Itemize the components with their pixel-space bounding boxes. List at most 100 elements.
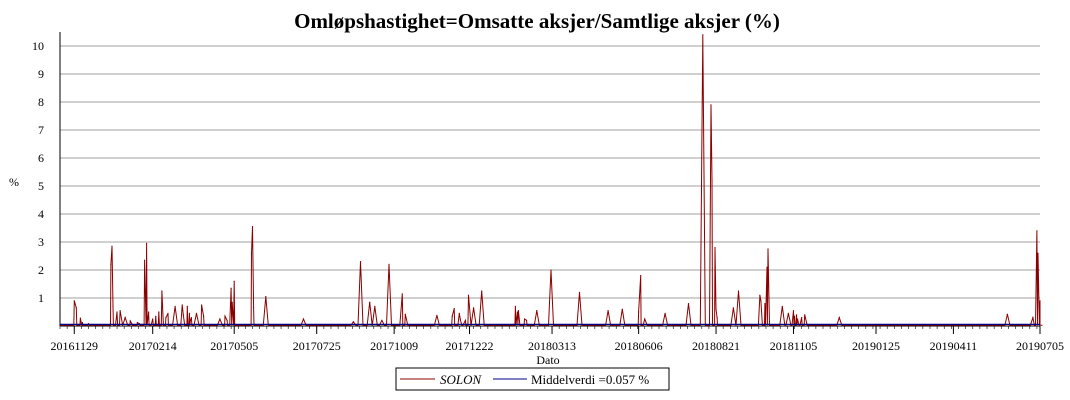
x-tick-label: 20171222 [446, 339, 494, 353]
data-point-solon [158, 311, 160, 313]
data-point-solon [195, 312, 198, 314]
y-tick-label: 9 [38, 67, 44, 81]
data-point-solon [1039, 300, 1041, 302]
data-point-solon [352, 321, 354, 323]
data-point-solon [702, 34, 704, 36]
data-point-solon [517, 310, 520, 312]
data-point-solon [155, 315, 157, 317]
data-point-solon [374, 305, 376, 307]
x-tick-label: 20180313 [528, 339, 576, 353]
legend-label-solon: SOLON [440, 372, 483, 387]
data-point-solon [838, 317, 840, 319]
data-point-solon [578, 291, 581, 293]
data-point-solon [129, 320, 131, 322]
x-tick-label: 20190411 [930, 339, 978, 353]
data-point-solon [124, 317, 126, 319]
data-point-solon [201, 304, 203, 306]
data-point-solon [714, 247, 716, 249]
data-point-solon [302, 318, 305, 320]
data-point-solon [732, 307, 734, 309]
data-point-solon [536, 310, 538, 312]
data-point-solon [764, 303, 766, 305]
series-line-solon [60, 34, 1043, 328]
data-point-solon [226, 319, 228, 321]
data-point-solon [458, 312, 460, 314]
data-point-solon [467, 294, 470, 296]
data-point-solon [112, 305, 114, 307]
data-point-solon [523, 318, 526, 320]
data-point-solon [1037, 252, 1039, 254]
data-point-solon [73, 300, 75, 302]
data-point-solon [111, 245, 113, 247]
data-point-solon [251, 226, 254, 228]
chart-title: Omløpshastighet=Omsatte aksjer/Samtlige … [294, 9, 780, 33]
x-tick-label: 20161129 [50, 339, 98, 353]
data-point-solon [760, 300, 762, 302]
data-point-solon [359, 261, 362, 263]
x-tick-label: 20170505 [210, 339, 258, 353]
data-point-solon [640, 275, 642, 277]
data-point-solon [182, 314, 184, 316]
data-point-solon [219, 318, 221, 320]
data-point-solon [119, 310, 121, 312]
data-point-solon [81, 322, 84, 324]
data-point-solon [644, 318, 646, 320]
data-point-solon [401, 293, 403, 295]
legend: SOLON Middelverdi =0.057 % [395, 367, 670, 391]
data-point-solon [514, 305, 516, 307]
data-point-solon [638, 311, 640, 313]
data-point-solon [230, 287, 232, 289]
data-point-solon [687, 303, 690, 305]
data-point-solon [716, 317, 718, 319]
data-point-solon [759, 294, 761, 296]
data-point-solon [186, 305, 188, 307]
data-point-solon [174, 305, 176, 307]
data-point-solon [804, 314, 806, 316]
data-point-solon [715, 308, 717, 310]
y-axis-label: % [9, 175, 19, 189]
x-tick-label: 20170214 [129, 339, 177, 353]
data-point-solon [136, 322, 139, 324]
data-point-solon [181, 304, 183, 306]
data-point-solon [550, 269, 552, 271]
data-point-solon [224, 315, 226, 317]
data-point-solon [781, 305, 783, 307]
data-point-solon [453, 308, 455, 310]
y-tick-label: 1 [38, 291, 44, 305]
data-point-solon [1006, 313, 1009, 315]
data-point-solon [801, 317, 803, 319]
y-tick-label: 6 [38, 151, 44, 165]
data-point-solon [404, 313, 406, 315]
data-point-solon [792, 310, 795, 312]
x-tick-label: 20190125 [852, 339, 900, 353]
x-tick-label: 20190705 [1016, 339, 1064, 353]
y-tick-label: 5 [38, 179, 44, 193]
data-point-solon [737, 290, 740, 292]
data-point-solon [79, 317, 81, 319]
data-point-solon [148, 311, 150, 313]
x-tick-label: 20171009 [370, 339, 418, 353]
legend-label-mean: Middelverdi =0.057 % [531, 372, 649, 387]
data-point-solon [481, 290, 483, 292]
data-point-solon [767, 248, 769, 250]
data-point-solon [110, 263, 112, 265]
data-point-solon [265, 296, 267, 298]
data-point-solon [459, 319, 461, 321]
data-point-solon [190, 317, 193, 319]
data-point-solon [188, 312, 190, 314]
x-tick-label: 20180606 [615, 339, 663, 353]
data-point-solon [143, 259, 146, 261]
data-point-solon [152, 318, 154, 320]
data-point-solon [1036, 230, 1038, 232]
data-point-solon [766, 266, 768, 268]
data-point-solon [252, 307, 255, 309]
data-point-solon [145, 242, 148, 244]
data-point-solon [233, 280, 235, 282]
x-tick-label: 20170725 [293, 339, 341, 353]
legend-box [395, 367, 670, 391]
y-tick-label: 7 [38, 123, 44, 137]
x-tick-label: 20180821 [692, 339, 740, 353]
data-point-solon [250, 252, 253, 254]
y-tick-label: 10 [32, 39, 44, 53]
